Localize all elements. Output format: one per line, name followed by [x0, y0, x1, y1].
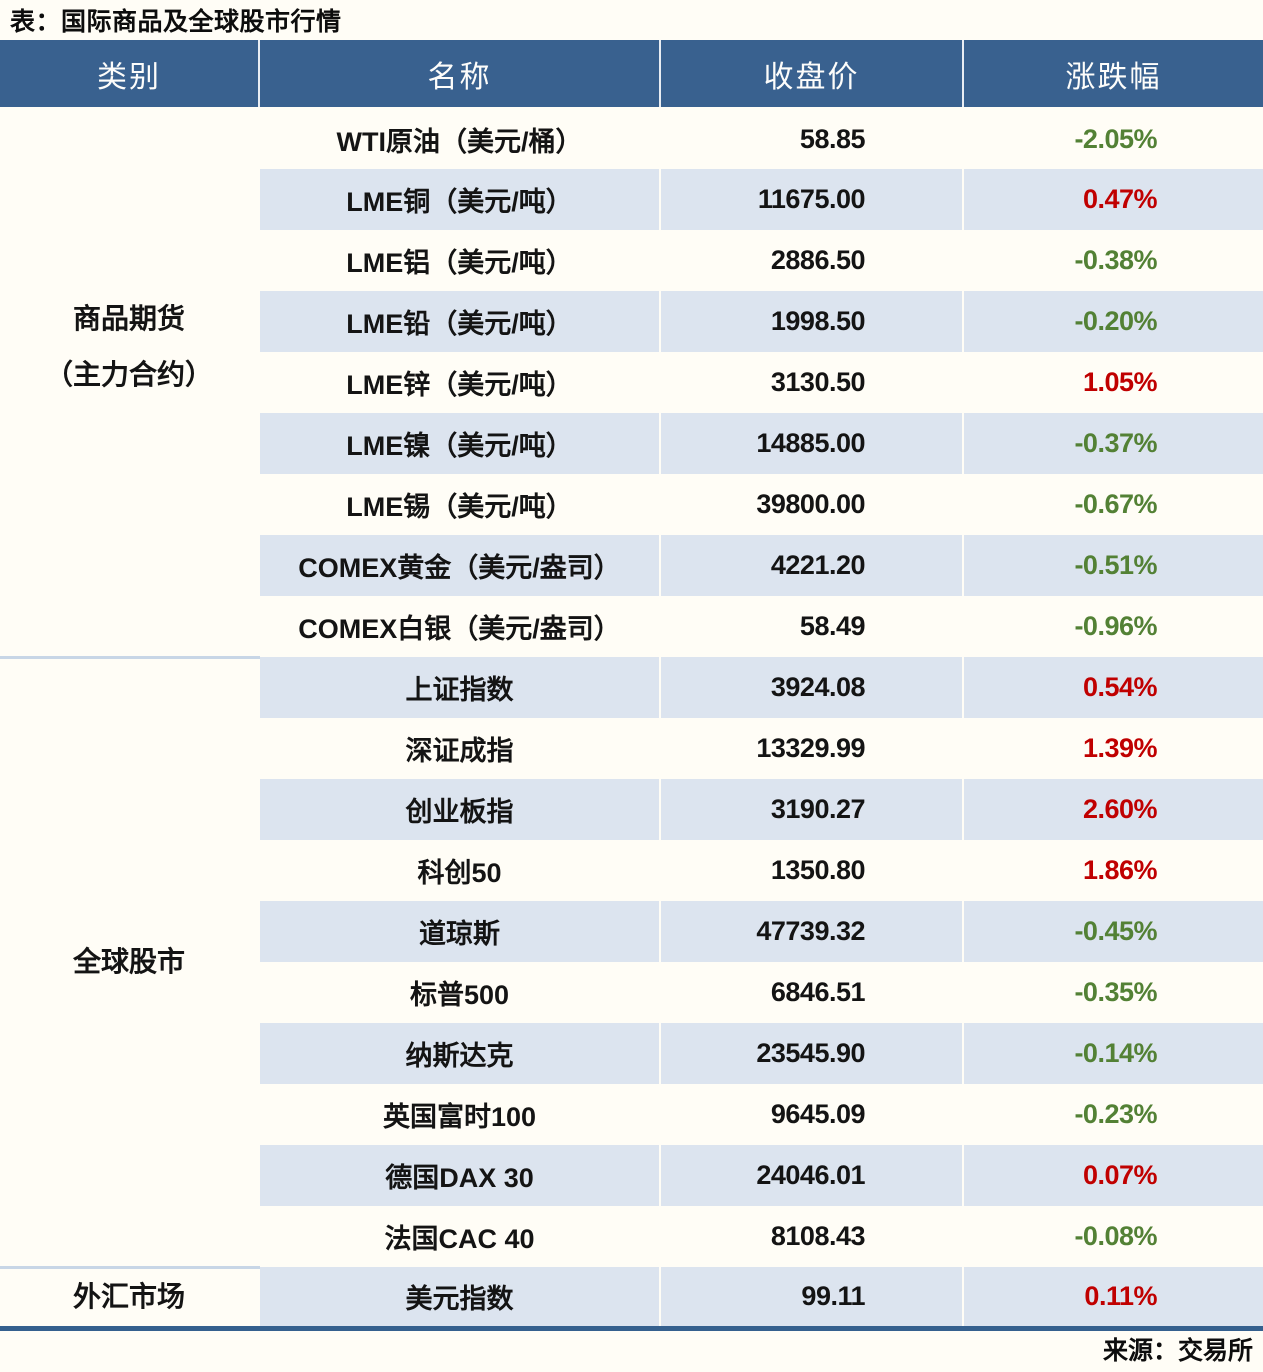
name-cell: 道琼斯: [259, 901, 661, 962]
close-cell: 13329.99: [660, 718, 964, 779]
name-cell: LME铝（美元/吨）: [259, 230, 661, 291]
change-cell: -0.51%: [963, 535, 1263, 596]
table-row: LME铝（美元/吨） 2886.50 -0.38%: [0, 230, 1263, 291]
change-cell: 0.47%: [963, 169, 1263, 230]
name-cell: 创业板指: [259, 779, 661, 840]
page-title: 表：国际商品及全球股市行情: [10, 8, 342, 36]
column-header-change: 涨跌幅: [962, 40, 1263, 109]
name-cell: 法国CAC 40: [259, 1206, 661, 1267]
change-cell: 1.39%: [1082, 733, 1158, 763]
category-cell-commodities: 商品期货 （主力合约）: [0, 108, 260, 657]
column-header-name: 名称: [258, 40, 660, 109]
close-cell: 39800.00: [660, 474, 964, 535]
table-row: 外汇市场 美元指数 99.11 0.11%: [0, 1265, 1263, 1328]
category-line: 全球股市: [72, 946, 185, 977]
table-row: 德国DAX 30 24046.01 0.07%: [0, 1145, 1263, 1206]
close-cell: 4221.20: [660, 535, 964, 596]
change-cell: -0.45%: [963, 901, 1263, 962]
table-row: 深证成指 13329.99 1.39%: [0, 718, 1263, 779]
close-cell: 23545.90: [660, 1023, 964, 1084]
change-cell: -0.37%: [963, 413, 1263, 474]
name-cell: 科创50: [259, 840, 661, 901]
name-cell: LME铜（美元/吨）: [259, 169, 661, 230]
name-cell: LME铅（美元/吨）: [259, 291, 661, 352]
close-cell: 8108.43: [660, 1206, 964, 1267]
table-row: LME锌（美元/吨） 3130.50 1.05%: [0, 352, 1263, 413]
category-cell-forex: 外汇市场: [0, 1265, 260, 1328]
name-cell: 标普500: [259, 962, 661, 1023]
table-row: 创业板指 3190.27 2.60%: [0, 779, 1263, 840]
table-row: LME铅（美元/吨） 1998.50 -0.20%: [0, 291, 1263, 352]
name-cell: 德国DAX 30: [259, 1145, 661, 1206]
name-cell: COMEX白银（美元/盎司）: [259, 596, 661, 657]
close-cell: 9645.09: [660, 1084, 964, 1145]
table-row: 全球股市 上证指数 3924.08 0.54%: [0, 655, 1263, 1267]
category-line: 外汇市场: [72, 1281, 185, 1312]
close-cell: 1998.50: [660, 291, 964, 352]
name-cell: LME锌（美元/吨）: [259, 352, 661, 413]
table-row: 纳斯达克 23545.90 -0.14%: [0, 1023, 1263, 1084]
table-row: LME镍（美元/吨） 14885.00 -0.37%: [0, 413, 1263, 474]
close-cell: 24046.01: [660, 1145, 964, 1206]
change-cell: -0.14%: [963, 1023, 1263, 1084]
name-cell: 上证指数: [259, 657, 661, 718]
category-cell-stocks: 全球股市: [0, 655, 260, 1267]
close-cell: 58.49: [660, 596, 964, 657]
name-cell: COMEX黄金（美元/盎司）: [259, 535, 661, 596]
name-cell: 美元指数: [259, 1267, 661, 1328]
close-cell: 1350.80: [660, 840, 964, 901]
category-line: （主力合约）: [44, 359, 213, 391]
category-line: 商品期货: [72, 303, 185, 335]
close-cell: 3924.08: [660, 657, 964, 718]
column-header-close: 收盘价: [659, 40, 963, 109]
change-cell: -0.38%: [1074, 245, 1157, 275]
table-row: 商品期货 （主力合约） WTI原油（美元/桶） 58.85 -2.05%: [0, 108, 1263, 657]
change-cell: 0.54%: [963, 657, 1263, 718]
table-row: 道琼斯 47739.32 -0.45%: [0, 901, 1263, 962]
change-cell: 2.60%: [963, 779, 1263, 840]
change-cell: -0.67%: [1074, 489, 1157, 519]
table-row: 标普500 6846.51 -0.35%: [0, 962, 1263, 1023]
change-cell: -0.96%: [1074, 611, 1157, 641]
source-label: 来源：交易所: [1102, 1337, 1253, 1365]
name-cell: WTI原油（美元/桶）: [259, 108, 661, 169]
table-row: COMEX黄金（美元/盎司） 4221.20 -0.51%: [0, 535, 1263, 596]
change-cell: -2.05%: [1074, 123, 1157, 154]
close-cell: 14885.00: [660, 413, 964, 474]
table-row: LME铜（美元/吨） 11675.00 0.47%: [0, 169, 1263, 230]
change-cell: -0.08%: [1074, 1221, 1157, 1251]
table-row: COMEX白银（美元/盎司） 58.49 -0.96%: [0, 596, 1263, 657]
close-cell: 11675.00: [660, 169, 964, 230]
close-cell: 47739.32: [660, 901, 964, 962]
name-cell: 英国富时100: [259, 1084, 661, 1145]
change-cell: -0.23%: [1074, 1099, 1157, 1129]
market-table: 类别 名称 收盘价 涨跌幅 商品期货 （主力合约） WTI原油（美元/桶） 58…: [0, 40, 1263, 1331]
table-header-row: 类别 名称 收盘价 涨跌幅: [0, 40, 1263, 109]
close-cell: 58.85: [660, 108, 964, 169]
change-cell: -0.35%: [1074, 977, 1157, 1007]
close-cell: 6846.51: [660, 962, 964, 1023]
column-header-category: 类别: [0, 40, 259, 109]
table-row: 科创50 1350.80 1.86%: [0, 840, 1263, 901]
change-cell: 0.11%: [963, 1267, 1263, 1328]
table-row: 英国富时100 9645.09 -0.23%: [0, 1084, 1263, 1145]
change-cell: 1.86%: [1082, 855, 1158, 885]
close-cell: 3190.27: [660, 779, 964, 840]
close-cell: 3130.50: [660, 352, 964, 413]
change-cell: -0.20%: [963, 291, 1263, 352]
table-row: 法国CAC 40 8108.43 -0.08%: [0, 1206, 1263, 1267]
name-cell: 纳斯达克: [259, 1023, 661, 1084]
name-cell: 深证成指: [259, 718, 661, 779]
name-cell: LME镍（美元/吨）: [259, 413, 661, 474]
change-cell: 0.07%: [963, 1145, 1263, 1206]
change-cell: 1.05%: [1082, 367, 1158, 397]
table-row: LME锡（美元/吨） 39800.00 -0.67%: [0, 474, 1263, 535]
close-cell: 99.11: [660, 1267, 964, 1328]
name-cell: LME锡（美元/吨）: [259, 474, 661, 535]
close-cell: 2886.50: [660, 230, 964, 291]
